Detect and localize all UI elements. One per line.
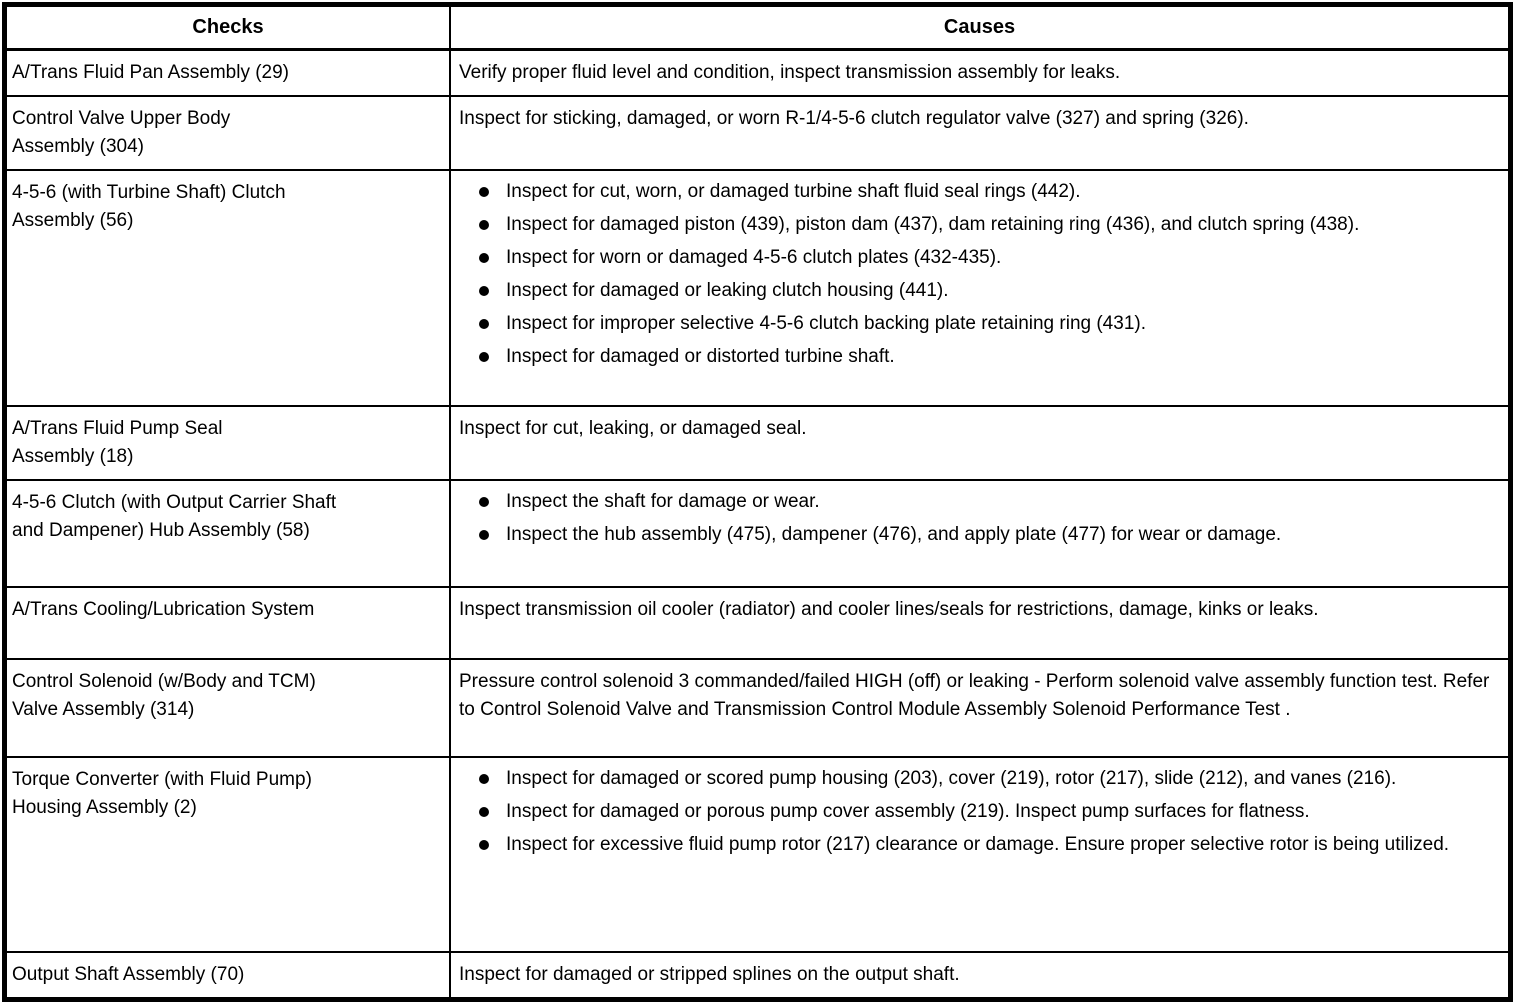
check-cell: Control Valve Upper Body Assembly (304) bbox=[7, 97, 451, 169]
cause-text: Verify proper fluid level and condition,… bbox=[459, 62, 1121, 83]
table-row: 4-5-6 Clutch (with Output Carrier Shaft a… bbox=[7, 479, 1508, 586]
causes-cell: Verify proper fluid level and condition,… bbox=[451, 51, 1508, 95]
table-body: A/Trans Fluid Pan Assembly (29) Verify p… bbox=[7, 51, 1508, 997]
table-row: A/Trans Fluid Pump Seal Assembly (18) Ins… bbox=[7, 405, 1508, 479]
check-label-line: Control Valve Upper Body bbox=[12, 108, 231, 129]
causes-cell: Inspect for sticking, damaged, or worn R… bbox=[451, 97, 1508, 169]
table-row: Control Solenoid (w/Body and TCM) Valve A… bbox=[7, 658, 1508, 756]
causes-cell: Inspect transmission oil cooler (radiato… bbox=[451, 588, 1508, 658]
cause-text: Inspect for cut, worn, or damaged turbin… bbox=[506, 181, 1081, 202]
cause-bullet-item: Inspect for improper selective 4-5-6 clu… bbox=[479, 311, 1494, 337]
cause-bullet-item: Inspect for damaged or distorted turbine… bbox=[479, 344, 1494, 370]
check-label-line: A/Trans Fluid Pan Assembly (29) bbox=[12, 62, 290, 83]
check-label-line: Assembly (304) bbox=[12, 136, 144, 157]
check-label-line: 4-5-6 (with Turbine Shaft) Clutch bbox=[12, 182, 286, 203]
causes-cell: Inspect the shaft for damage or wear. Ins… bbox=[451, 481, 1508, 586]
cause-bullet-item: Inspect for damaged or porous pump cover… bbox=[479, 799, 1494, 825]
table-row: A/Trans Cooling/Lubrication System Inspe… bbox=[7, 586, 1508, 658]
causes-cell: Pressure control solenoid 3 commanded/fa… bbox=[451, 660, 1508, 756]
cause-text: Inspect for damaged or scored pump housi… bbox=[506, 768, 1397, 789]
check-label-line: and Dampener) Hub Assembly (58) bbox=[12, 520, 310, 541]
bullet-icon bbox=[479, 253, 489, 263]
cause-text: Inspect for sticking, damaged, or worn R… bbox=[459, 108, 1249, 129]
bullet-icon bbox=[479, 286, 489, 296]
check-cell: Control Solenoid (w/Body and TCM) Valve A… bbox=[7, 660, 451, 756]
bullet-icon bbox=[479, 319, 489, 329]
check-cell: A/Trans Fluid Pan Assembly (29) bbox=[7, 51, 451, 95]
cause-text: Inspect for damaged or leaking clutch ho… bbox=[506, 280, 949, 301]
bullet-icon bbox=[479, 352, 489, 362]
causes-cell: Inspect for damaged or stripped splines … bbox=[451, 953, 1508, 997]
cause-text: Inspect the shaft for damage or wear. bbox=[506, 491, 820, 512]
cause-bullet-item: Inspect the hub assembly (475), dampener… bbox=[479, 522, 1494, 548]
causes-cell: Inspect for damaged or scored pump housi… bbox=[451, 758, 1508, 951]
table-row: Torque Converter (with Fluid Pump) Housin… bbox=[7, 756, 1508, 951]
check-cell: Torque Converter (with Fluid Pump) Housin… bbox=[7, 758, 451, 951]
check-label-line: Valve Assembly (314) bbox=[12, 699, 195, 720]
cause-text: Inspect for damaged or distorted turbine… bbox=[506, 346, 895, 367]
bullet-icon bbox=[479, 530, 489, 540]
cause-text: Inspect transmission oil cooler (radiato… bbox=[459, 599, 1319, 620]
bullet-icon bbox=[479, 807, 489, 817]
cause-bullet-item: Inspect for damaged or leaking clutch ho… bbox=[479, 278, 1494, 304]
table-header-row: Checks Causes bbox=[7, 7, 1508, 51]
check-cell: 4-5-6 (with Turbine Shaft) Clutch Assembl… bbox=[7, 171, 451, 405]
cause-bullet-item: Inspect for damaged or scored pump housi… bbox=[479, 766, 1494, 792]
check-cell: 4-5-6 Clutch (with Output Carrier Shaft a… bbox=[7, 481, 451, 586]
causes-cell: Inspect for cut, worn, or damaged turbin… bbox=[451, 171, 1508, 405]
bullet-icon bbox=[479, 497, 489, 507]
table-row: 4-5-6 (with Turbine Shaft) Clutch Assembl… bbox=[7, 169, 1508, 405]
bullet-icon bbox=[479, 187, 489, 197]
cause-text: Inspect for improper selective 4-5-6 clu… bbox=[506, 313, 1146, 334]
check-label-line: Assembly (18) bbox=[12, 446, 134, 467]
check-label-line: A/Trans Fluid Pump Seal bbox=[12, 418, 223, 439]
check-label-line: 4-5-6 Clutch (with Output Carrier Shaft bbox=[12, 492, 337, 513]
column-header-checks: Checks bbox=[7, 7, 451, 48]
cause-text: Inspect for damaged or porous pump cover… bbox=[506, 801, 1310, 822]
causes-cell: Inspect for cut, leaking, or damaged sea… bbox=[451, 407, 1508, 479]
cause-bullet-item: Inspect for damaged piston (439), piston… bbox=[479, 212, 1494, 238]
table-row: A/Trans Fluid Pan Assembly (29) Verify p… bbox=[7, 51, 1508, 95]
bullet-icon bbox=[479, 220, 489, 230]
check-label-line: Control Solenoid (w/Body and TCM) bbox=[12, 671, 316, 692]
check-label-line: Torque Converter (with Fluid Pump) bbox=[12, 769, 312, 790]
cause-text: Inspect for cut, leaking, or damaged sea… bbox=[459, 418, 807, 439]
cause-text: Inspect the hub assembly (475), dampener… bbox=[506, 524, 1282, 545]
cause-text: Pressure control solenoid 3 commanded/fa… bbox=[459, 671, 1490, 720]
cause-text: Inspect for damaged piston (439), piston… bbox=[506, 214, 1360, 235]
check-label-line: Housing Assembly (2) bbox=[12, 797, 197, 818]
check-label-line: A/Trans Cooling/Lubrication System bbox=[12, 599, 315, 620]
table-row: Output Shaft Assembly (70) Inspect for d… bbox=[7, 951, 1508, 997]
cause-text: Inspect for damaged or stripped splines … bbox=[459, 964, 960, 985]
check-label-line: Assembly (56) bbox=[12, 210, 134, 231]
cause-text: Inspect for worn or damaged 4-5-6 clutch… bbox=[506, 247, 1002, 268]
check-cell: A/Trans Fluid Pump Seal Assembly (18) bbox=[7, 407, 451, 479]
cause-bullet-item: Inspect for cut, worn, or damaged turbin… bbox=[479, 179, 1494, 205]
column-header-causes: Causes bbox=[943, 16, 1016, 38]
check-label-line: Output Shaft Assembly (70) bbox=[12, 964, 245, 985]
cause-bullet-item: Inspect for excessive fluid pump rotor (… bbox=[479, 832, 1494, 858]
bullet-icon bbox=[479, 840, 489, 850]
bullet-icon bbox=[479, 774, 489, 784]
cause-bullet-item: Inspect for worn or damaged 4-5-6 clutch… bbox=[479, 245, 1494, 271]
cause-text: Inspect for excessive fluid pump rotor (… bbox=[506, 834, 1450, 855]
check-cell: A/Trans Cooling/Lubrication System bbox=[7, 588, 451, 658]
table-row: Control Valve Upper Body Assembly (304) I… bbox=[7, 95, 1508, 169]
cause-bullet-item: Inspect the shaft for damage or wear. bbox=[479, 489, 1494, 515]
check-cell: Output Shaft Assembly (70) bbox=[7, 953, 451, 997]
